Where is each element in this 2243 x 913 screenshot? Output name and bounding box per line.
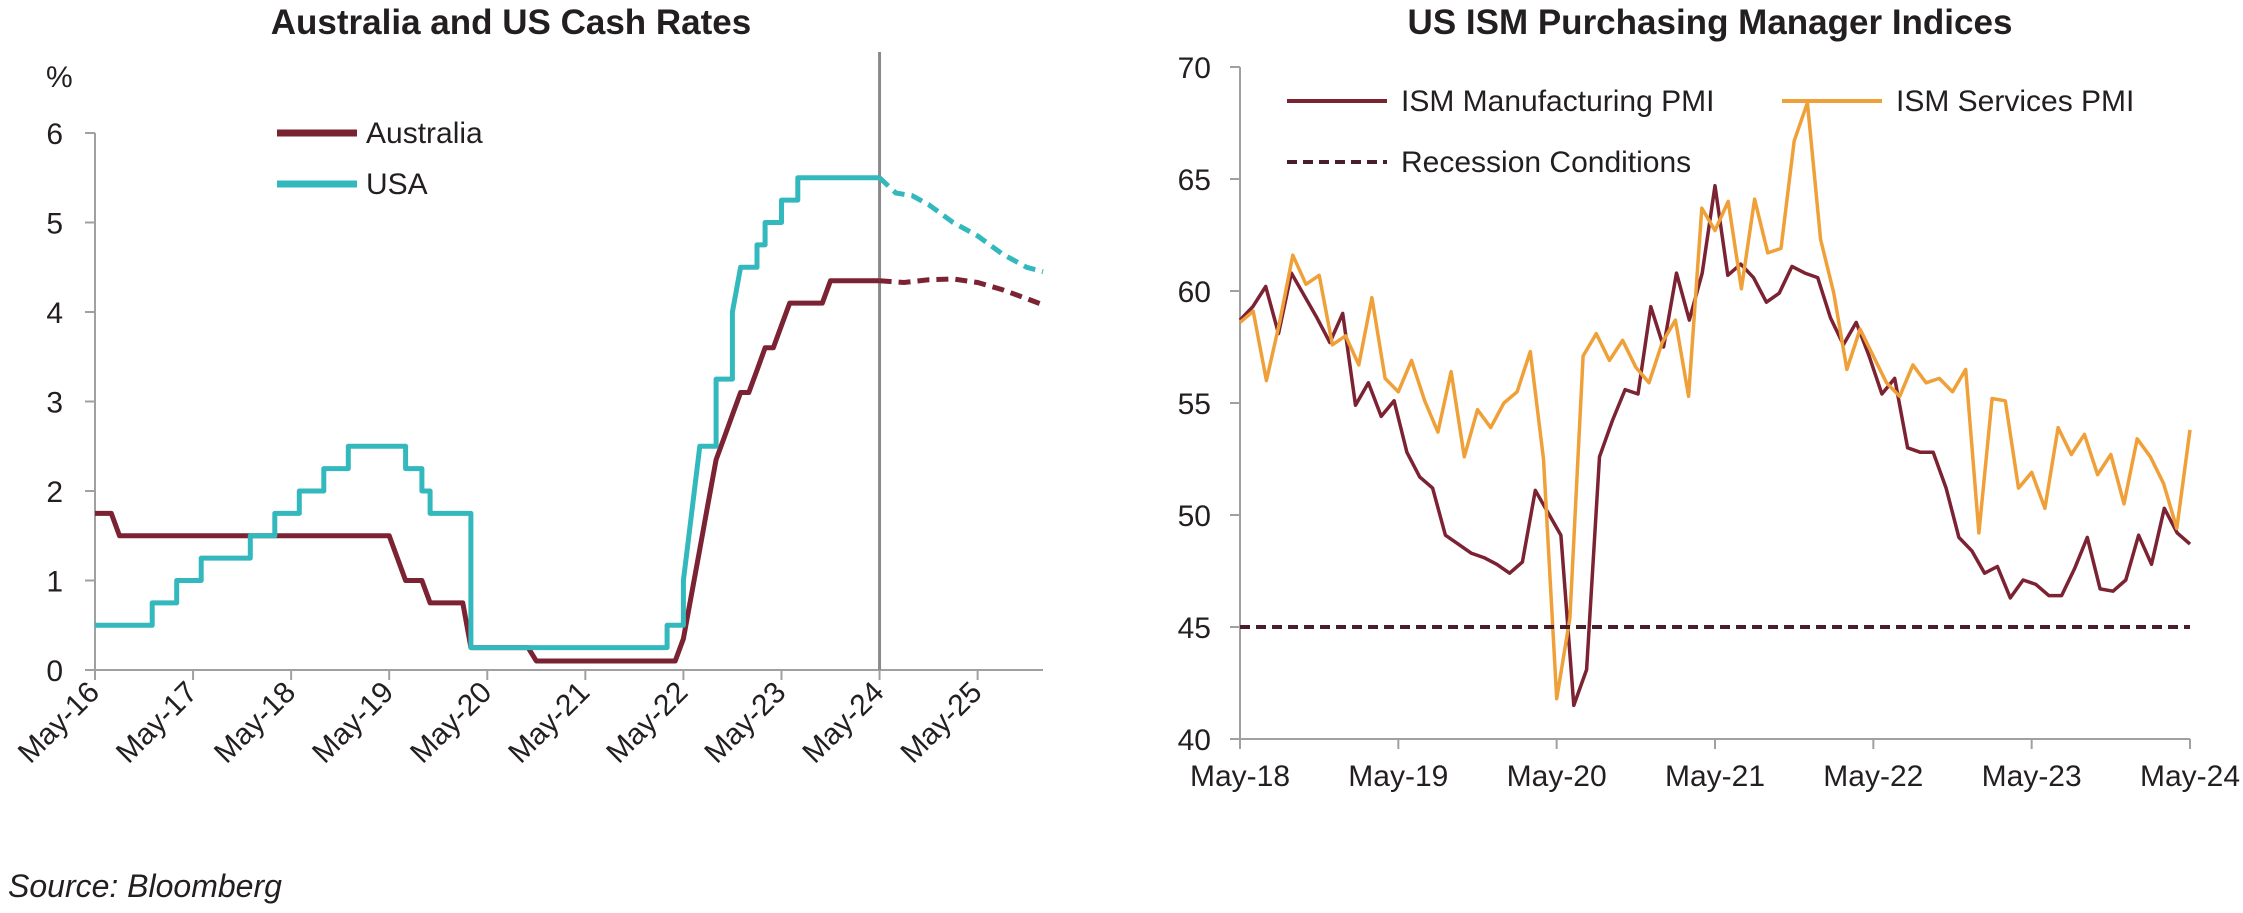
y-tick-label: 4 <box>46 297 63 330</box>
y-tick-label: 65 <box>1178 164 1211 197</box>
y-tick-label: 60 <box>1178 276 1211 309</box>
y-tick-label: 70 <box>1178 52 1211 85</box>
x-tick-label: May-24 <box>796 676 890 770</box>
legend-label-australia: Australia <box>366 117 483 150</box>
x-tick-label: May-24 <box>2140 760 2240 793</box>
y-tick-label: 1 <box>46 566 63 599</box>
x-tick-label: May-21 <box>1665 760 1765 793</box>
series-line-ism-services-pmi <box>1238 101 2192 701</box>
x-tick-label: May-17 <box>110 676 204 770</box>
x-tick-label: May-23 <box>1982 760 2082 793</box>
series-line-ism-manufacturing-pmi <box>1238 183 2192 708</box>
legend-label-services: ISM Services PMI <box>1896 85 2134 118</box>
chart-title: US ISM Purchasing Manager Indices <box>1408 3 2013 42</box>
x-axis: May-18 May-19 May-20 May-21 May-22 May-23 May-… <box>1190 739 2240 793</box>
y-tick-label: 40 <box>1178 724 1211 757</box>
x-tick-label: May-22 <box>1823 760 1923 793</box>
series-forecast-australia <box>879 276 1044 308</box>
y-axis: 0 1 2 3 4 5 6 <box>46 118 95 688</box>
x-tick-label: May-18 <box>1190 760 1290 793</box>
y-axis-unit: % <box>46 61 73 94</box>
chart-ism-pmi: US ISM Purchasing Manager Indices 40 45 50… <box>1178 3 2240 793</box>
series-line-australia <box>95 278 880 664</box>
x-tick-label: May-21 <box>502 676 596 770</box>
series-forecast-usa <box>877 175 1044 275</box>
legend: ISM Manufacturing PMI ISM Services PMI R… <box>1287 85 2134 179</box>
source-note: Source: Bloomberg <box>8 868 282 904</box>
x-tick-label: May-20 <box>1507 760 1607 793</box>
chart-cash-rates: Australia and US Cash Rates % 0 1 2 3 4 5 6 Ma… <box>12 3 1044 770</box>
y-axis: 40 45 50 55 60 65 70 <box>1178 52 1240 757</box>
y-tick-label: 5 <box>46 208 63 241</box>
chart-title: Australia and US Cash Rates <box>271 3 751 42</box>
y-tick-label: 2 <box>46 476 63 509</box>
y-tick-label: 3 <box>46 387 63 420</box>
y-tick-label: 50 <box>1178 500 1211 533</box>
series-line-usa <box>95 175 880 651</box>
plot-area <box>95 175 1044 664</box>
x-tick-label: May-23 <box>698 676 792 770</box>
plot-area <box>1238 101 2192 708</box>
x-tick-label: May-18 <box>208 676 302 770</box>
legend-label-manufacturing: ISM Manufacturing PMI <box>1401 85 1714 118</box>
x-tick-label: May-22 <box>600 676 694 770</box>
y-tick-label: 0 <box>46 655 63 688</box>
legend-label-usa: USA <box>366 168 428 201</box>
legend-label-recession: Recession Conditions <box>1401 146 1691 179</box>
legend: Australia USA <box>277 117 483 201</box>
y-tick-label: 55 <box>1178 388 1211 421</box>
x-axis: May-16 May-17 May-18 May-19 May-20 May-21 May-… <box>12 670 989 770</box>
x-tick-label: May-20 <box>404 676 498 770</box>
y-tick-label: 6 <box>46 118 63 151</box>
x-tick-label: May-16 <box>12 676 106 770</box>
x-tick-label: May-19 <box>306 676 400 770</box>
x-tick-label: May-19 <box>1348 760 1448 793</box>
x-tick-label: May-25 <box>894 676 988 770</box>
y-tick-label: 45 <box>1178 612 1211 645</box>
